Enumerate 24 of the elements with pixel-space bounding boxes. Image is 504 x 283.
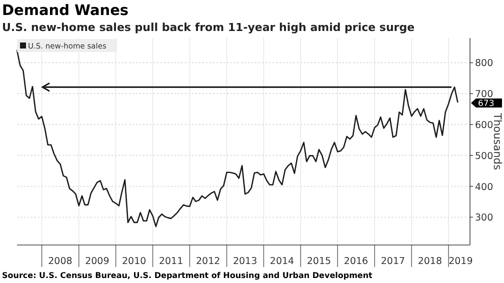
y-axis-title: Thousands (491, 112, 503, 170)
x-tick-label: 2016 (344, 256, 368, 267)
y-tick-label: 800 (475, 58, 494, 70)
source-note: Source: U.S. Census Bureau, U.S. Department of Housing and Urban Development (2, 271, 373, 280)
y-tick-label: 500 (475, 150, 494, 162)
chart-subtitle: U.S. new-home sales pull back from 11-year high amid price surge (2, 21, 415, 34)
y-tick-label: 600 (475, 120, 494, 132)
x-tick-label: 2008 (48, 256, 72, 267)
line-series (16, 50, 458, 228)
x-tick-label: 2014 (270, 256, 294, 267)
y-tick-label: 300 (475, 212, 494, 224)
x-tick-label: 2013 (232, 256, 258, 267)
y-tick-label: 700 (475, 89, 494, 100)
x-tick-label: 2010 (122, 256, 146, 267)
x-tick-label: 2017 (380, 256, 406, 267)
y-tick-label: 400 (475, 182, 494, 193)
x-tick-label: 2018 (418, 256, 442, 267)
x-tick-label: 2015 (306, 256, 332, 267)
chart-title: Demand Wanes (2, 3, 129, 19)
x-tick-label: 2011 (158, 256, 184, 267)
x-tick-label: 2009 (85, 256, 110, 267)
x-tick-label: 2012 (196, 256, 220, 267)
annotation: 673 (478, 98, 494, 109)
x-tick-label: 2019 (448, 256, 473, 267)
